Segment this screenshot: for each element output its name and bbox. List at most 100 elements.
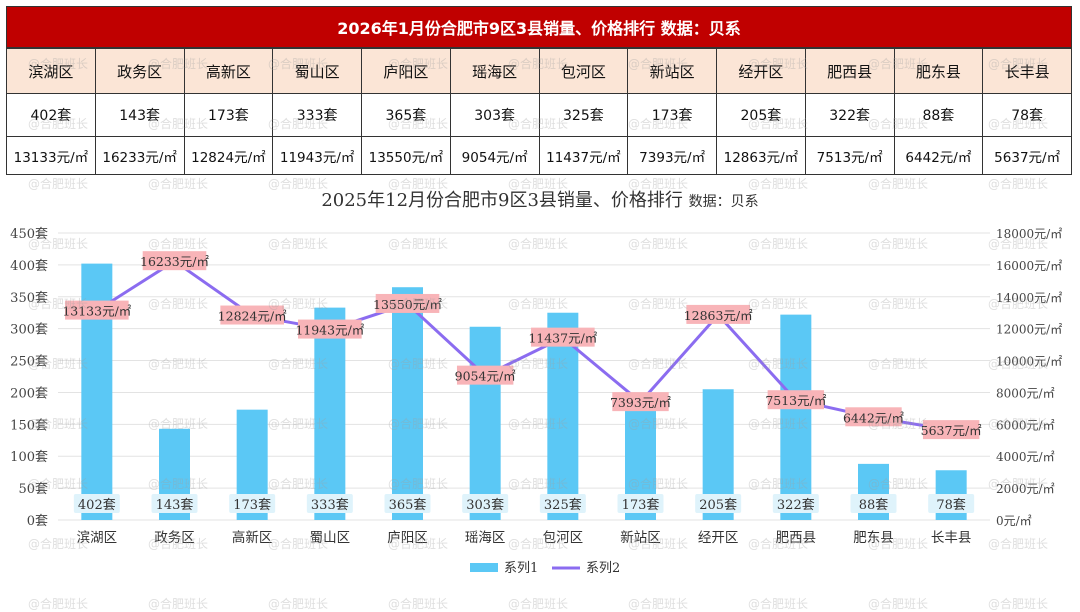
district-header-cell: 肥西县 xyxy=(804,48,895,94)
line-label-bg xyxy=(531,327,595,347)
bar-data-label: 402套 xyxy=(78,497,116,513)
sales-cell: 325套 xyxy=(538,93,629,137)
line-label-bg xyxy=(220,305,284,325)
district-header-row: 滨湖区 政务区 高新区 蜀山区 庐阳区 瑶海区 包河区 新站区 经开区 肥西县 肥东县 长丰县 xyxy=(6,48,1072,94)
price-cell: 13550元/㎡ xyxy=(361,136,451,175)
combo-chart: 0套 50套 100套 150套 200套 250套 300套 350套 400套 450套 0元/… xyxy=(10,226,1062,576)
bar-data-label: 173套 xyxy=(622,497,660,513)
sales-cell: 303套 xyxy=(449,93,540,137)
district-header-cell: 包河区 xyxy=(538,48,629,94)
sales-price-table: 2026年1月份合肥市9区3县销量、价格排行 数据：贝系 滨湖区 政务区 高新区 蜀山… xyxy=(6,6,1072,175)
line-label-bg xyxy=(767,390,825,410)
bar-data-label: 303套 xyxy=(466,497,504,513)
y-right-tick-label: 10000元/㎡ xyxy=(996,355,1062,369)
district-header-cell: 新站区 xyxy=(627,48,717,94)
y-right-tick-label: 14000元/㎡ xyxy=(996,291,1062,305)
bar-data-label: 205套 xyxy=(699,497,737,513)
y-right-tick-label: 0元/㎡ xyxy=(996,514,1032,528)
price-row: 13133元/㎡ 16233元/㎡ 12824元/㎡ 11943元/㎡ 13550元/㎡… xyxy=(6,136,1072,175)
bar-data-label: 173套 xyxy=(233,497,271,513)
sales-cell: 173套 xyxy=(627,93,717,137)
bar-data-label: 143套 xyxy=(156,497,194,513)
x-tick-label: 新站区 xyxy=(620,530,661,546)
price-cell: 7393元/㎡ xyxy=(627,136,717,175)
price-cell: 12824元/㎡ xyxy=(183,136,274,175)
bar-label-bg xyxy=(772,494,819,513)
y-right-tick-label: 8000元/㎡ xyxy=(996,386,1055,400)
bar xyxy=(392,287,423,520)
bar-data-label: 325套 xyxy=(544,497,582,513)
district-header-cell: 庐阳区 xyxy=(361,48,451,94)
bar-label-bg xyxy=(384,494,431,513)
district-header-cell: 蜀山区 xyxy=(272,48,362,94)
district-table: 滨湖区 政务区 高新区 蜀山区 庐阳区 瑶海区 包河区 新站区 经开区 肥西县 肥东县 长丰县 402… xyxy=(6,48,1072,175)
y-left-tick-label: 0套 xyxy=(27,513,48,529)
district-header-cell: 瑶海区 xyxy=(449,48,540,94)
legend-swatch-bar xyxy=(470,563,498,572)
sales-cell: 333套 xyxy=(272,93,362,137)
x-tick-label: 肥东县 xyxy=(853,530,894,546)
legend-label: 系列2 xyxy=(586,561,620,576)
bar xyxy=(469,326,501,520)
line-data-label: 7513元/㎡ xyxy=(765,393,827,408)
line-label-bg xyxy=(456,365,514,385)
bar-data-label: 78套 xyxy=(936,497,966,513)
bar xyxy=(780,314,812,520)
bar-label-bg xyxy=(151,494,198,513)
bar-label-bg xyxy=(850,494,897,513)
price-cell: 12863元/㎡ xyxy=(716,136,806,175)
table-title: 2026年1月份合肥市9区3县销量、价格排行 数据：贝系 xyxy=(6,6,1072,48)
y-left-tick-label: 300套 xyxy=(10,322,48,338)
line-data-label: 7393元/㎡ xyxy=(610,395,672,410)
chart-title-text: 2025年12月份合肥市9区3县销量、价格排行 xyxy=(321,190,683,211)
x-tick-label: 瑶海区 xyxy=(465,530,506,546)
y-left-tick-label: 100套 xyxy=(10,449,48,465)
chart-source: 数据：贝系 xyxy=(688,194,759,210)
district-header-cell: 高新区 xyxy=(183,48,274,94)
price-cell: 5637元/㎡ xyxy=(982,136,1072,175)
y-left-tick-label: 450套 xyxy=(10,226,48,242)
x-tick-label: 经开区 xyxy=(698,530,739,546)
line-data-label: 13550元/㎡ xyxy=(373,297,442,312)
bar-data-label: 88套 xyxy=(859,497,889,513)
line-label-bg xyxy=(298,319,362,339)
line-label-bg xyxy=(142,251,207,271)
sales-cell: 88套 xyxy=(893,93,984,137)
line-data-label: 11943元/㎡ xyxy=(295,323,364,338)
line-data-label: 13133元/㎡ xyxy=(62,304,131,319)
price-cell: 6442元/㎡ xyxy=(893,136,984,175)
district-header-cell: 经开区 xyxy=(716,48,806,94)
y-left-tick-label: 50套 xyxy=(18,481,48,497)
x-tick-label: 高新区 xyxy=(232,529,273,546)
legend-label: 系列1 xyxy=(504,561,538,576)
price-cell: 13133元/㎡ xyxy=(6,136,96,175)
sales-row: 402套 143套 173套 333套 365套 303套 325套 173套 205套 322套… xyxy=(6,93,1072,137)
bar-data-label: 365套 xyxy=(389,497,427,513)
bar-label-bg xyxy=(462,494,509,513)
line-data-label: 5637元/㎡ xyxy=(921,423,983,438)
sales-cell: 322套 xyxy=(804,93,895,137)
chart-title: 2025年12月份合肥市9区3县销量、价格排行 数据：贝系 xyxy=(0,186,1080,212)
line-data-label: 6442元/㎡ xyxy=(843,410,905,425)
sales-cell: 365套 xyxy=(361,93,451,137)
bar-label-bg xyxy=(928,494,975,513)
price-cell: 11437元/㎡ xyxy=(538,136,629,175)
line-label-bg xyxy=(375,293,440,313)
line-label-bg xyxy=(845,407,902,427)
y-right-tick-label: 6000元/㎡ xyxy=(996,418,1055,432)
line-data-label: 9054元/㎡ xyxy=(455,369,517,384)
y-right-tick-label: 16000元/㎡ xyxy=(996,259,1062,273)
bar-label-bg xyxy=(229,494,276,513)
y-left-tick-label: 350套 xyxy=(10,290,48,306)
line-label-bg xyxy=(65,300,129,320)
district-header-cell: 长丰县 xyxy=(982,48,1072,94)
line-data-label: 16233元/㎡ xyxy=(140,254,209,269)
district-header-cell: 政务区 xyxy=(94,48,185,94)
price-cell: 7513元/㎡ xyxy=(804,136,895,175)
y-right-tick-label: 4000元/㎡ xyxy=(996,450,1055,464)
sales-cell: 143套 xyxy=(94,93,185,137)
y-right-tick-label: 2000元/㎡ xyxy=(996,482,1055,496)
y-right-tick-label: 12000元/㎡ xyxy=(996,323,1062,337)
line-label-bg xyxy=(686,304,750,324)
y-left-tick-label: 150套 xyxy=(10,417,48,433)
